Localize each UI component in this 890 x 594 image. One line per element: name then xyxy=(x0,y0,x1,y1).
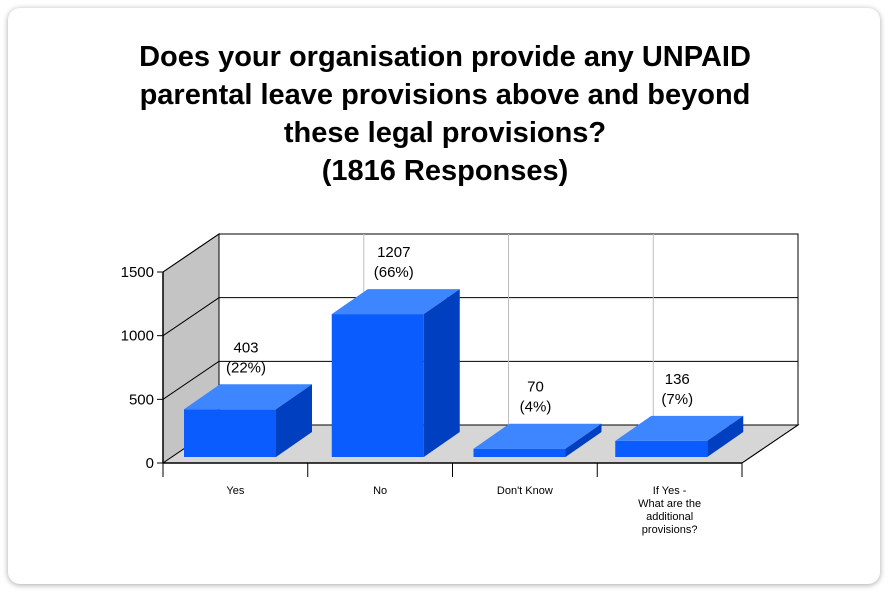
y-tick-label: 0 xyxy=(146,455,154,472)
category-label: What are the xyxy=(638,498,701,510)
y-tick-label: 1500 xyxy=(121,264,154,281)
data-label: 136 xyxy=(665,371,690,388)
data-label: (7%) xyxy=(661,391,693,408)
bar-top xyxy=(184,384,312,410)
chart-bars xyxy=(184,289,744,457)
y-tick-label: 500 xyxy=(129,391,154,408)
title-line-1: Does your organisation provide any UNPAI… xyxy=(139,41,751,73)
category-label: Yes xyxy=(226,485,244,497)
category-label: provisions? xyxy=(642,524,698,536)
data-label: (4%) xyxy=(520,399,552,416)
title-line-2: parental leave provisions above and beyo… xyxy=(139,79,751,111)
bar-side xyxy=(707,415,744,457)
title-line-3: these legal provisions? xyxy=(283,117,607,149)
category-label: No xyxy=(373,485,387,497)
data-label: (66%) xyxy=(374,264,414,281)
bar-top xyxy=(331,289,460,315)
category-label: If Yes - xyxy=(653,485,687,497)
bar-front xyxy=(184,409,276,457)
bar-top xyxy=(473,423,602,449)
chart-grid xyxy=(162,233,798,425)
title-line-4: (1816 Responses) xyxy=(321,155,569,187)
gridline-side xyxy=(162,297,220,337)
bar-top xyxy=(615,415,744,441)
gridline-side xyxy=(162,360,220,400)
category-label: Don't Know xyxy=(497,485,553,497)
bar-front xyxy=(615,440,708,457)
chart-title: Does your organisation provide any UNPAI… xyxy=(0,38,890,190)
floor-right-edge xyxy=(741,424,799,464)
data-label: 1207 xyxy=(377,244,410,261)
bar-front xyxy=(331,314,424,457)
bar-front xyxy=(473,448,566,457)
bar-side xyxy=(423,289,460,457)
gridline-side xyxy=(162,233,220,273)
chart-axes xyxy=(157,271,799,477)
bar-side xyxy=(276,384,312,457)
chart-labels: 0 500 1000 1500 403 (22%) Yes 1207 (66%) No 70 (4%)… xyxy=(121,244,701,536)
y-tick-label: 1000 xyxy=(121,328,154,345)
category-label: additional xyxy=(646,511,693,523)
data-label: (22%) xyxy=(226,359,266,376)
data-label: 403 xyxy=(233,339,258,356)
bar-side xyxy=(565,423,602,457)
data-label: 70 xyxy=(527,379,544,396)
